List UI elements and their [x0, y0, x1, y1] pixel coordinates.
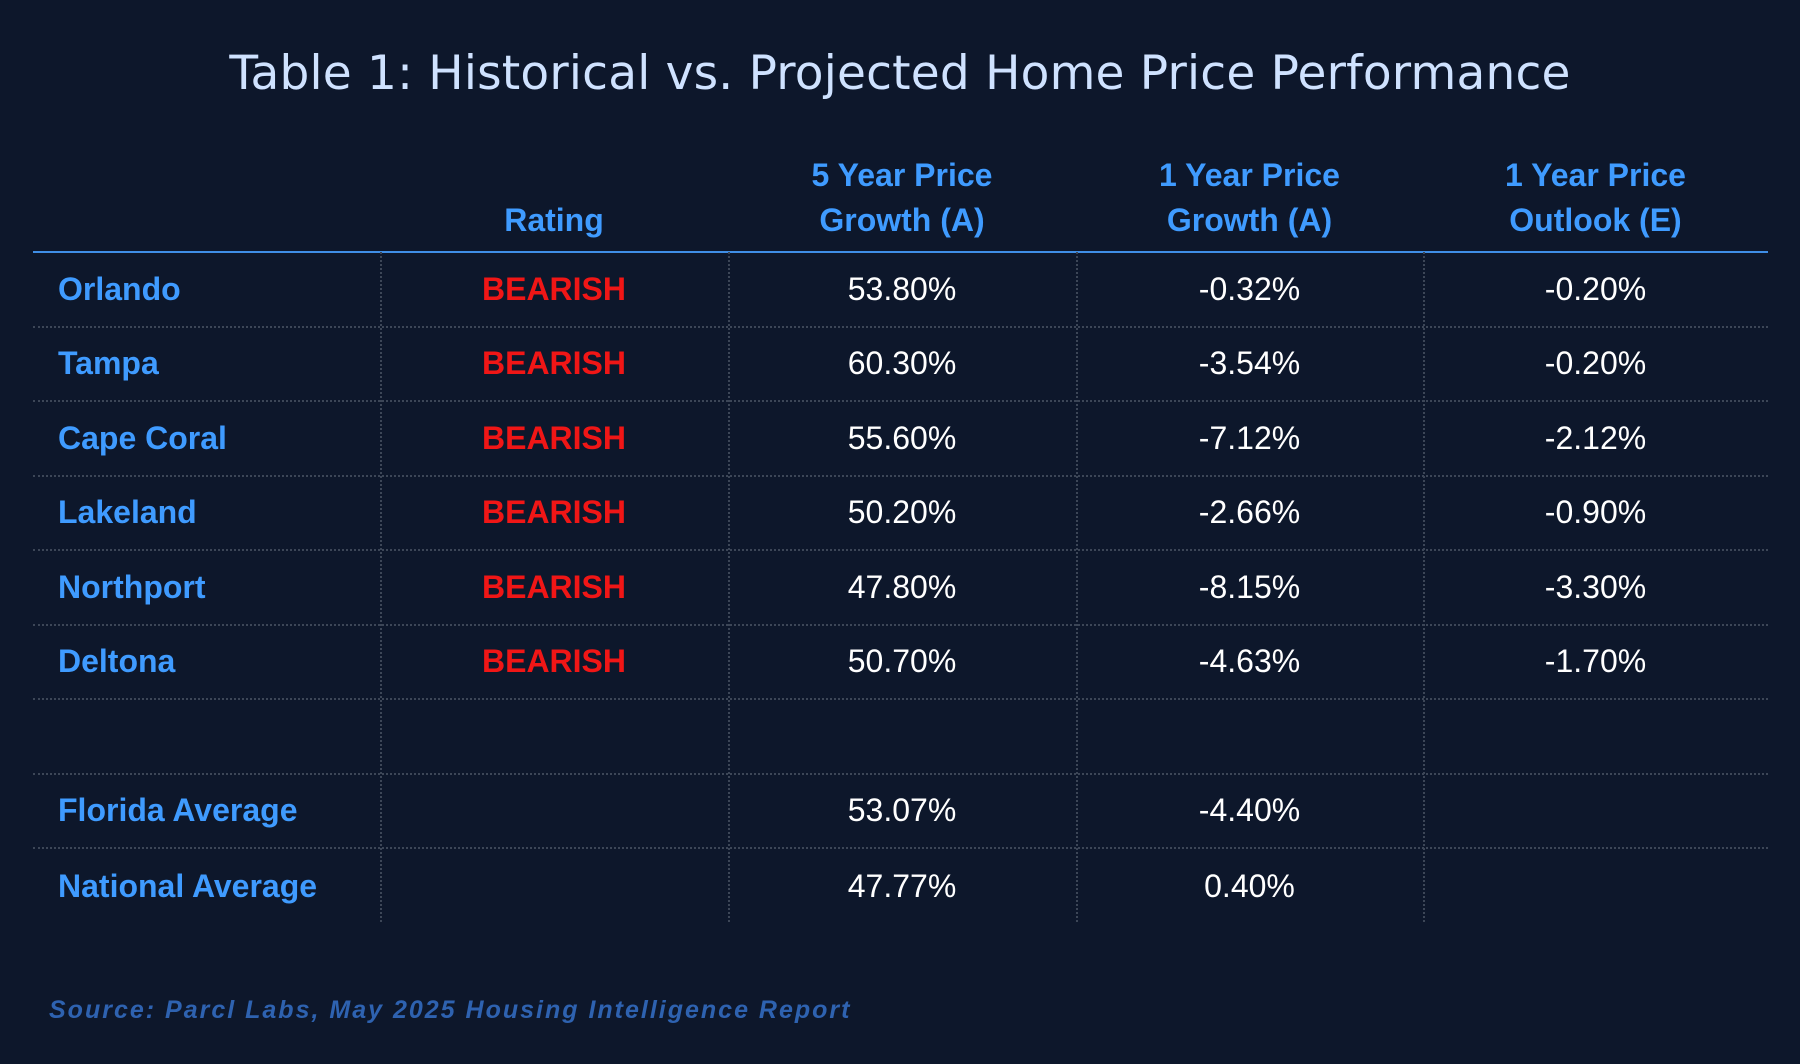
- table-row: [33, 700, 1768, 775]
- five-year-growth-cell: 50.20%: [847, 494, 957, 531]
- one-year-outlook-cell: [1423, 700, 1768, 773]
- one-year-growth-cell: -7.12%: [1198, 419, 1301, 456]
- one-year-growth-cell: -4.40%: [1198, 792, 1301, 829]
- one-year-outlook-cell: -2.12%: [1544, 419, 1647, 456]
- header-cell-five-year-growth: 5 Year Price Growth (A): [728, 153, 1076, 243]
- rating-cell: BEARISH: [481, 568, 626, 605]
- header-line1: 5 Year Price: [811, 157, 993, 193]
- table-row: Deltona BEARISH 50.70% -4.63% -1.70%: [33, 626, 1768, 700]
- header-cell-one-year-outlook: 1 Year Price Outlook (E): [1423, 153, 1768, 243]
- header-line2: Growth (A): [819, 202, 985, 238]
- one-year-outlook-cell: -1.70%: [1544, 643, 1647, 680]
- rating-cell: BEARISH: [481, 643, 626, 680]
- one-year-growth-cell: [1076, 700, 1423, 773]
- one-year-growth-cell: -0.32%: [1198, 270, 1301, 307]
- five-year-growth-cell: [728, 700, 1076, 773]
- one-year-outlook-cell: -0.20%: [1544, 345, 1647, 382]
- rating-cell: [380, 775, 728, 848]
- table-row: Tampa BEARISH 60.30% -3.54% -0.20%: [33, 328, 1768, 402]
- rating-cell: [380, 849, 728, 924]
- five-year-growth-cell: 53.07%: [847, 792, 957, 829]
- column-divider: [380, 252, 382, 922]
- one-year-outlook-cell: -0.90%: [1544, 494, 1647, 531]
- city-cell: Deltona: [58, 643, 176, 680]
- column-divider: [1076, 252, 1078, 922]
- five-year-growth-cell: 50.70%: [847, 643, 957, 680]
- table-row: Northport BEARISH 47.80% -8.15% -3.30%: [33, 551, 1768, 626]
- header-cell-one-year-growth: 1 Year Price Growth (A): [1076, 153, 1423, 243]
- one-year-outlook-cell: -0.20%: [1544, 270, 1647, 307]
- column-divider: [1423, 252, 1425, 922]
- one-year-growth-cell: 0.40%: [1204, 867, 1295, 904]
- table-header: Rating 5 Year Price Growth (A) 1 Year Pr…: [33, 150, 1768, 253]
- header-line1: 1 Year Price: [1159, 157, 1340, 193]
- five-year-growth-cell: 47.77%: [847, 867, 957, 904]
- table-title: Table 1: Historical vs. Projected Home P…: [229, 46, 1571, 101]
- five-year-growth-cell: 53.80%: [847, 270, 957, 307]
- rating-cell: BEARISH: [481, 270, 626, 307]
- table-row: Lakeland BEARISH 50.20% -2.66% -0.90%: [33, 477, 1768, 551]
- city-cell: Northport: [58, 568, 206, 605]
- table-body: Orlando BEARISH 53.80% -0.32% -0.20% Tampa BEA…: [33, 253, 1768, 924]
- city-cell: Tampa: [58, 345, 159, 382]
- one-year-outlook-cell: [1423, 775, 1768, 848]
- column-divider: [728, 252, 730, 922]
- city-cell: Florida Average: [58, 792, 298, 829]
- table-row: Florida Average 53.07% -4.40%: [33, 775, 1768, 849]
- one-year-growth-cell: -8.15%: [1198, 568, 1301, 605]
- table-row: Orlando BEARISH 53.80% -0.32% -0.20%: [33, 253, 1768, 328]
- city-cell: Orlando: [58, 270, 181, 307]
- city-cell: [33, 700, 380, 773]
- table-row: National Average 47.77% 0.40%: [33, 849, 1768, 924]
- rating-cell: [380, 700, 728, 773]
- header-line2: Outlook (E): [1509, 202, 1682, 238]
- one-year-growth-cell: -2.66%: [1198, 494, 1301, 531]
- rating-cell: BEARISH: [481, 494, 626, 531]
- five-year-growth-cell: 47.80%: [847, 568, 957, 605]
- header-cell-rating: Rating: [380, 198, 728, 243]
- rating-cell: BEARISH: [481, 345, 626, 382]
- five-year-growth-cell: 60.30%: [847, 345, 957, 382]
- one-year-outlook-cell: [1423, 849, 1768, 924]
- city-cell: National Average: [58, 867, 318, 904]
- five-year-growth-cell: 55.60%: [847, 419, 957, 456]
- price-performance-table: Rating 5 Year Price Growth (A) 1 Year Pr…: [33, 150, 1768, 924]
- header-line2: Rating: [504, 202, 604, 238]
- city-cell: Lakeland: [58, 494, 197, 531]
- one-year-growth-cell: -3.54%: [1198, 345, 1301, 382]
- city-cell: Cape Coral: [58, 419, 227, 456]
- header-line2: Growth (A): [1166, 202, 1333, 238]
- one-year-growth-cell: -4.63%: [1198, 643, 1301, 680]
- header-line1: 1 Year Price: [1505, 157, 1686, 193]
- table-row: Cape Coral BEARISH 55.60% -7.12% -2.12%: [33, 402, 1768, 477]
- source-note: Source: Parcl Labs, May 2025 Housing Int…: [49, 996, 852, 1024]
- one-year-outlook-cell: -3.30%: [1544, 568, 1647, 605]
- rating-cell: BEARISH: [481, 419, 626, 456]
